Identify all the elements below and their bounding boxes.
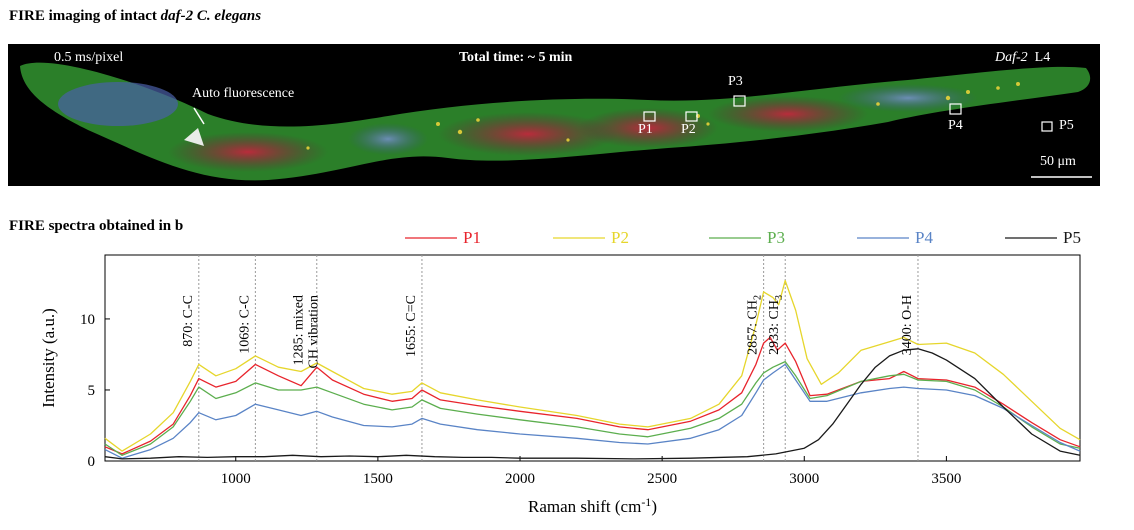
autofluorescence-spot [184, 128, 204, 146]
legend-label-p5: P5 [1063, 228, 1081, 247]
stage-label: L4 [1034, 50, 1051, 65]
annotation-label-5: 2933: CH3 [767, 295, 785, 355]
autofluorescence-label: Auto fluorescence [192, 86, 295, 101]
x-tick-label: 3000 [789, 471, 819, 487]
roi-label-p3: P3 [728, 74, 743, 89]
strain-label: Daf-2 L4 [995, 50, 1050, 66]
annotation-label-2: 1285: mixed [291, 295, 306, 365]
panel-a-title-italic: daf-2 C. elegans [160, 8, 262, 24]
x-tick-label: 2500 [647, 471, 677, 487]
x-tick-label: 1000 [221, 471, 251, 487]
annotation-label-2: CH vibration [306, 295, 321, 369]
roi-box-p1 [643, 111, 656, 122]
roi-box-p4 [949, 103, 962, 115]
series-line-p3 [104, 360, 1081, 456]
plot-frame [104, 254, 1081, 462]
series-line-p5 [104, 348, 1081, 460]
x-tick-label: 2000 [505, 471, 535, 487]
scale-bar-label: 50 μm [1040, 154, 1076, 169]
legend-label-p2: P2 [611, 228, 629, 247]
roi-box-p3 [733, 95, 746, 107]
annotation-label-3: 1655: C=C [404, 295, 419, 357]
y-tick-label: 10 [80, 312, 95, 328]
series-line-p2 [104, 279, 1081, 452]
roi-label-p1: P1 [638, 122, 653, 137]
roi-label-p2: P2 [681, 122, 696, 137]
annotation-label-6: 3400: O-H [900, 295, 915, 355]
x-tick-label: 1500 [363, 471, 393, 487]
legend-label-p4: P4 [915, 228, 933, 247]
y-tick-label: 0 [88, 454, 96, 470]
annotation-label-1: 1069: C-C [237, 295, 252, 354]
strain-name: Daf-2 [995, 50, 1028, 65]
roi-label-p5: P5 [1059, 118, 1074, 133]
legend-label-p3: P3 [767, 228, 785, 247]
x-tick-label: 3500 [931, 471, 961, 487]
series-line-p1 [104, 336, 1081, 455]
roi-label-p4: P4 [948, 118, 963, 133]
y-axis-label: Intensity (a.u.) [39, 308, 58, 408]
x-axis-label: Raman shift (cm-1) [528, 495, 657, 516]
y-tick-label: 5 [88, 383, 96, 399]
roi-box-p5 [1041, 121, 1053, 132]
worm-image [20, 62, 1092, 181]
chart-title: FIRE spectra obtained in b [9, 218, 184, 234]
legend-label-p1: P1 [463, 228, 481, 247]
total-time-label: Total time: ~ 5 min [459, 50, 573, 65]
annotation-label-4: 2857: CH2 [746, 295, 764, 355]
panel-a-title-prefix: FIRE imaging of intact [9, 8, 161, 24]
scan-rate-label: 0.5 ms/pixel [54, 50, 124, 65]
annotation-label-0: 870: C-C [181, 295, 196, 347]
worm-image-panel: 0.5 ms/pixel Total time: ~ 5 min Daf-2 L… [8, 44, 1100, 186]
series-line-p4 [104, 363, 1081, 459]
panel-a-title: FIRE imaging of intact daf-2 C. elegans [9, 8, 261, 25]
roi-box-p2 [685, 111, 698, 122]
